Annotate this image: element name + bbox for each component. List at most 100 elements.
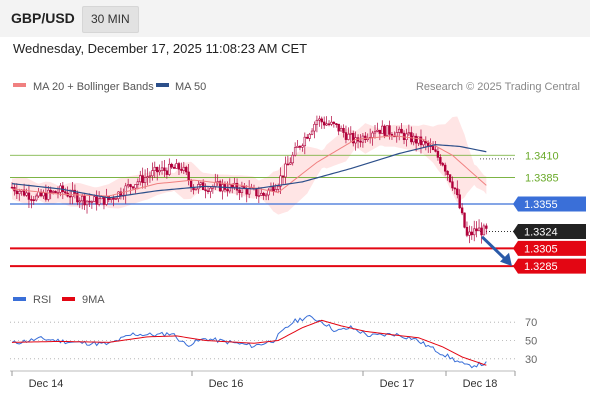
candle-body — [371, 132, 374, 138]
candle-body — [141, 175, 144, 184]
candle-body — [139, 175, 142, 183]
candle-body — [124, 185, 127, 196]
candle-body — [315, 119, 319, 125]
candle-body — [414, 135, 418, 144]
candle-body — [458, 194, 461, 209]
candle-body — [27, 192, 31, 200]
candle-body — [468, 231, 471, 236]
candle-body — [177, 163, 181, 170]
candle-body — [460, 207, 464, 214]
candle-body — [388, 125, 391, 135]
candle-body — [463, 212, 466, 228]
candle-body — [313, 123, 316, 132]
timeframe-badge[interactable]: 30 MIN — [82, 6, 139, 33]
x-tick-label: Dec 16 — [209, 378, 244, 390]
candle-body — [453, 187, 457, 190]
candle-body — [284, 163, 287, 178]
candle-body — [434, 149, 437, 152]
candle-body — [117, 191, 120, 199]
candle-body — [95, 196, 98, 205]
candle-body — [274, 189, 277, 192]
candle-body — [262, 192, 265, 196]
candle-body — [298, 145, 302, 148]
ma20-legend-label: MA 20 + Bollinger Bands — [33, 81, 154, 93]
candle-body — [194, 188, 198, 191]
candle-body — [301, 145, 304, 148]
candle-body — [136, 181, 140, 185]
candle-body — [286, 163, 290, 166]
candle-body — [126, 184, 130, 187]
candle-body — [206, 190, 210, 193]
price-plot-area: 1.3410 1.3385 1.3355 1.3324 1.3305 1.3285 — [10, 115, 586, 274]
candle-body — [68, 195, 72, 198]
candle-body — [431, 146, 435, 151]
candle-body — [397, 128, 401, 133]
candle-body — [151, 170, 154, 177]
x-axis: Dec 14 Dec 16 Dec 17 Dec 18 — [10, 370, 516, 390]
candle-body — [131, 186, 135, 189]
level-tag — [513, 240, 586, 256]
candle-body — [44, 192, 48, 200]
candle-body — [439, 157, 442, 164]
candle-body — [279, 175, 282, 187]
candle-body — [296, 145, 299, 148]
candle-body — [34, 195, 38, 201]
candle-body — [436, 151, 440, 158]
candle-body — [330, 121, 333, 125]
candle-body — [102, 196, 106, 205]
candle-body — [373, 131, 377, 134]
candle-body — [410, 132, 413, 143]
candle-body — [175, 163, 178, 169]
candle-body — [347, 133, 350, 140]
candle-body — [419, 136, 423, 146]
candle-body — [412, 135, 415, 143]
candle-body — [143, 177, 147, 184]
candle-body — [187, 171, 190, 181]
candle-body — [182, 166, 186, 171]
candle-body — [129, 184, 132, 188]
ma50-line — [11, 144, 487, 199]
candle-body — [90, 201, 94, 203]
candle-body — [441, 163, 444, 166]
level-label: 1.3385 — [525, 172, 559, 184]
candle-body — [337, 123, 340, 132]
candle-body — [180, 168, 183, 171]
candle-body — [383, 125, 386, 136]
rsi-ma-line — [11, 319, 487, 366]
candle-body — [15, 190, 19, 195]
candle-body — [153, 166, 156, 171]
level-label: 1.3285 — [524, 261, 558, 273]
candle-body — [342, 127, 345, 133]
candle-body — [359, 140, 362, 143]
candle-body — [267, 189, 270, 196]
level-label: 1.3324 — [524, 227, 558, 239]
candle-body — [385, 125, 389, 136]
candle-body — [64, 191, 67, 194]
candle-body — [443, 164, 447, 172]
candle-body — [456, 188, 459, 196]
candle-body — [272, 186, 275, 192]
candle-body — [165, 170, 169, 175]
candle-body — [322, 121, 326, 126]
forecast-arrow-shaft — [480, 235, 508, 261]
candle-body — [354, 137, 357, 144]
candle-body — [30, 199, 33, 201]
candle-body — [255, 187, 258, 197]
candle-body — [85, 200, 89, 206]
candle-body — [170, 163, 173, 168]
candle-body — [245, 188, 248, 195]
candle-body — [325, 123, 328, 126]
ma50-legend-swatch — [156, 83, 169, 87]
candle-body — [114, 198, 118, 200]
candle-body — [473, 228, 476, 236]
candle-body — [310, 130, 314, 135]
candle-body — [112, 197, 115, 200]
level-label: 1.3355 — [524, 199, 558, 211]
candle-body — [381, 125, 384, 134]
candle-body — [269, 186, 273, 191]
candle-body — [22, 189, 26, 196]
candle-body — [204, 189, 207, 192]
candle-body — [308, 133, 311, 139]
candle-body — [83, 195, 86, 206]
